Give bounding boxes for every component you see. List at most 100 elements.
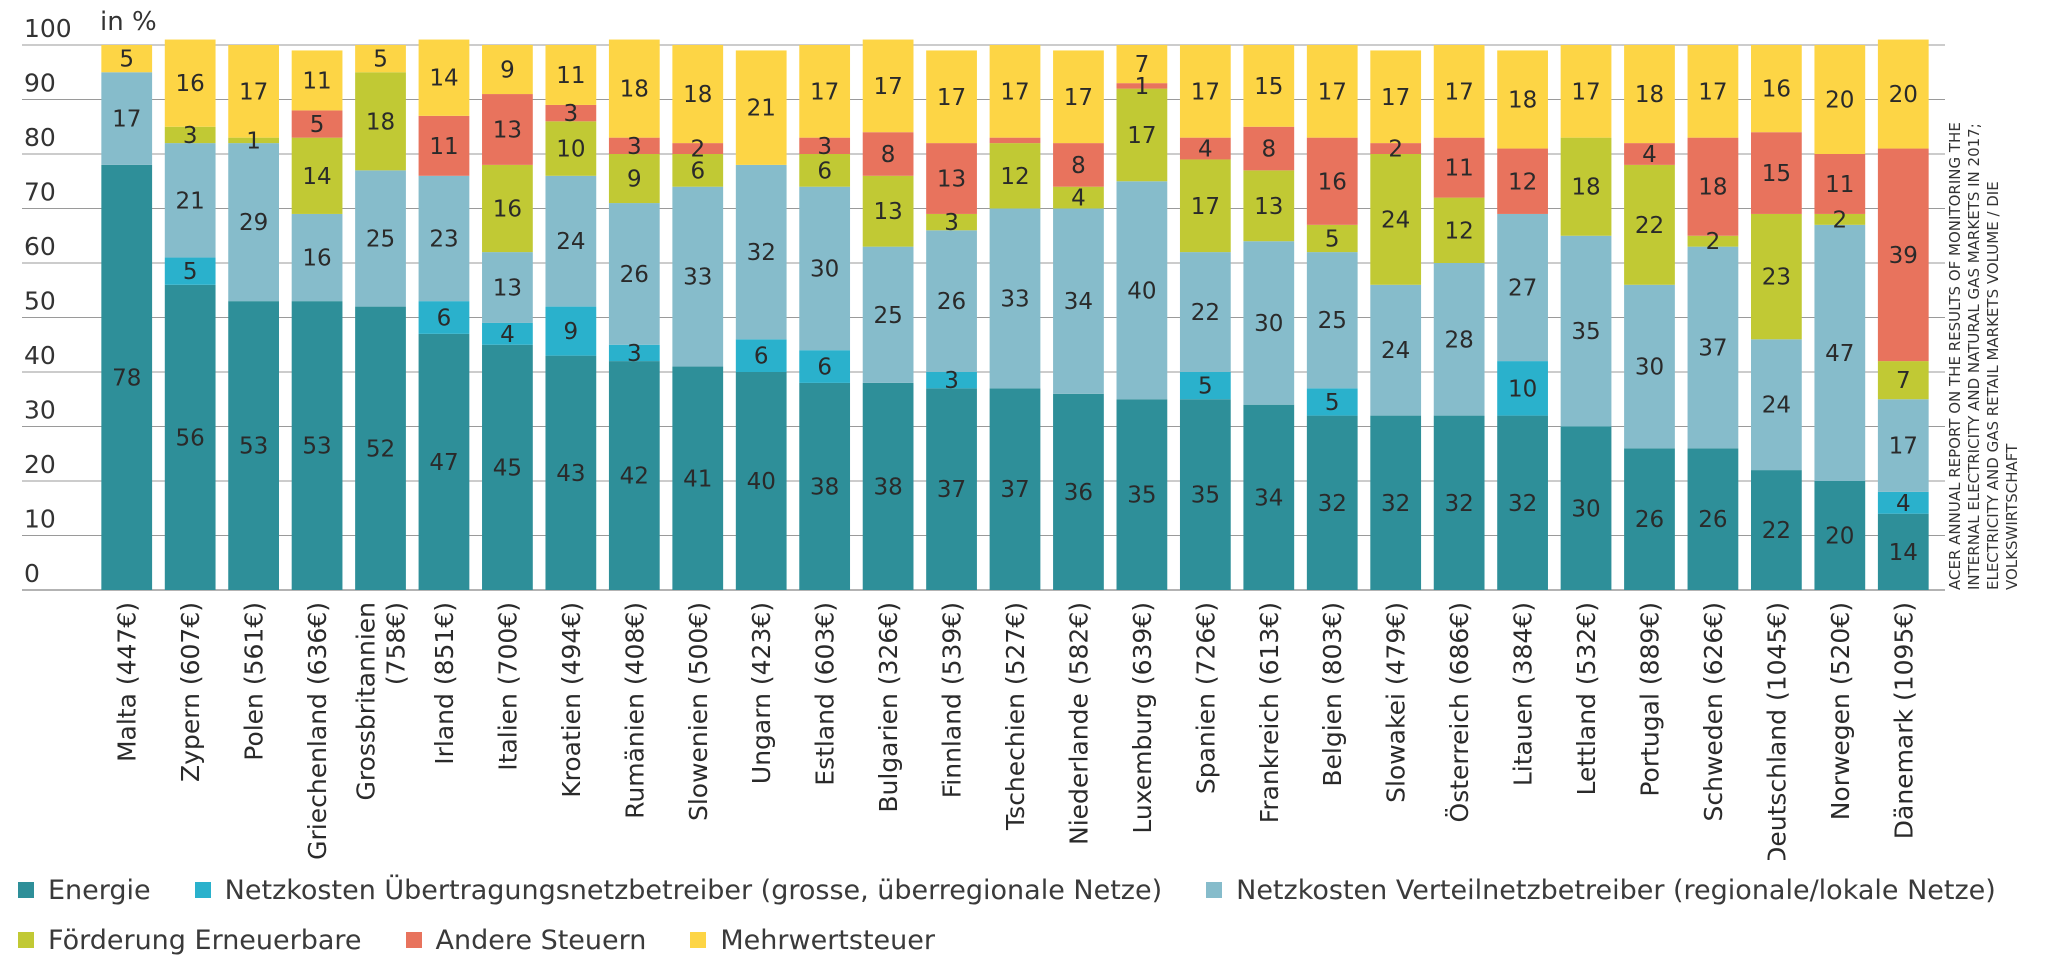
bars [101, 39, 1929, 590]
data-label: 17 [1000, 79, 1029, 105]
x-category-label: Polen (561€) [240, 602, 269, 761]
source-note: ACER ANNUAL REPORT ON THE RESULTS OF MON… [1946, 122, 2021, 590]
bar-segment [1560, 137, 1612, 236]
bar-segment [608, 137, 660, 154]
data-label: 22 [1762, 518, 1791, 544]
bar-segment [1370, 415, 1422, 590]
y-tick-label: 30 [24, 396, 56, 425]
data-label: 17 [1381, 85, 1410, 111]
bar-segment [1053, 393, 1104, 590]
bar-segment [1814, 224, 1866, 481]
bar-segment [1116, 88, 1168, 182]
bar-segment [1370, 154, 1422, 285]
data-label: 35 [1571, 319, 1600, 345]
data-label: 34 [1254, 485, 1283, 511]
legend-item: Energie [18, 875, 151, 906]
data-label: 52 [366, 436, 395, 462]
bar-segment [228, 301, 279, 590]
bar-segment [862, 39, 914, 133]
bar-segment [989, 388, 1041, 590]
x-category-label: Ungarn (423€) [747, 602, 776, 784]
bar-segment [482, 45, 533, 95]
bar-segment [1751, 339, 1802, 471]
data-label: 11 [302, 68, 331, 94]
bar-segment [799, 382, 851, 590]
x-category-label: Luxemburg (639€) [1128, 602, 1157, 834]
bar-segment [1433, 263, 1485, 416]
bar-segment [418, 301, 470, 334]
data-label: 2 [1388, 137, 1403, 163]
bar-segment [291, 301, 343, 590]
bar-segment [1179, 137, 1231, 160]
data-label: 23 [429, 226, 458, 252]
bar-segment [1560, 235, 1612, 427]
bar-segment [545, 45, 597, 105]
data-label: 16 [493, 197, 522, 223]
data-label: 5 [119, 47, 134, 73]
bar-segment [926, 372, 977, 389]
bar-segment [482, 252, 533, 323]
bar-segment [1053, 208, 1104, 394]
bar-segment [608, 203, 660, 345]
bar-segment [1687, 246, 1739, 449]
bar-segment [482, 322, 533, 345]
data-label: 21 [747, 96, 776, 122]
bar-segment [418, 175, 470, 302]
bar-segment [926, 50, 977, 144]
data-label: 25 [366, 226, 395, 252]
bar-segment [1751, 132, 1802, 214]
bar-segment [799, 45, 851, 138]
bar-segment [989, 45, 1041, 138]
data-label: 6 [817, 355, 832, 381]
legend-label: Mehrwertsteuer [720, 924, 935, 956]
bar-segment [1306, 224, 1358, 253]
bar-segment [608, 154, 660, 204]
x-category-label: Rumänien (408€) [620, 602, 649, 819]
data-label: 32 [1381, 491, 1410, 517]
bar-segment [1814, 45, 1866, 154]
bar-segment [101, 45, 153, 73]
data-label: 25 [1318, 308, 1347, 334]
legend-row-2: Förderung Erneuerbare Andere Steuern Mehrw… [18, 924, 979, 956]
legend-item: Mehrwertsteuer [690, 925, 935, 956]
bar-segment [482, 344, 533, 590]
bar-segment [672, 366, 724, 590]
x-category-label: Niederlande (582€) [1064, 602, 1093, 845]
bar-segment [1243, 170, 1295, 242]
legend-swatch [18, 932, 34, 948]
data-label: 17 [1191, 194, 1220, 220]
bar-segment [1306, 45, 1358, 138]
data-label: 24 [556, 229, 585, 255]
data-label: 32 [1444, 491, 1473, 517]
data-label: 13 [873, 199, 902, 225]
legend-swatch [194, 882, 211, 898]
data-label: 78 [112, 365, 141, 391]
data-label: 7 [1896, 368, 1911, 394]
data-label: 20 [1825, 524, 1854, 550]
bar-segment [1751, 470, 1802, 590]
data-label: 40 [1127, 278, 1156, 304]
data-label: 17 [1127, 123, 1156, 149]
bar-segment [545, 175, 597, 307]
y-tick-label: 80 [24, 123, 56, 152]
bar-segment [1179, 252, 1231, 372]
bar-segment [1877, 148, 1929, 362]
data-label: 12 [1000, 164, 1029, 190]
data-label: 20 [1889, 82, 1918, 108]
bar-segment [1116, 181, 1168, 400]
x-category-label: Spanien (726€) [1191, 602, 1220, 794]
bar-segment [1370, 50, 1422, 144]
data-label: 9 [627, 167, 642, 193]
data-label: 4 [1198, 137, 1213, 163]
y-tick-label: 90 [24, 69, 56, 98]
bar-segment [926, 230, 977, 372]
bar-segment [1179, 372, 1231, 400]
data-label: 26 [1635, 507, 1664, 533]
bar-segment [735, 50, 787, 165]
bar-segment [1433, 137, 1485, 198]
bar-segment [1306, 388, 1358, 416]
data-label: 14 [429, 66, 458, 92]
bar-segment [1370, 143, 1422, 154]
bar-segment [1624, 143, 1675, 165]
bar-segment [355, 45, 406, 73]
